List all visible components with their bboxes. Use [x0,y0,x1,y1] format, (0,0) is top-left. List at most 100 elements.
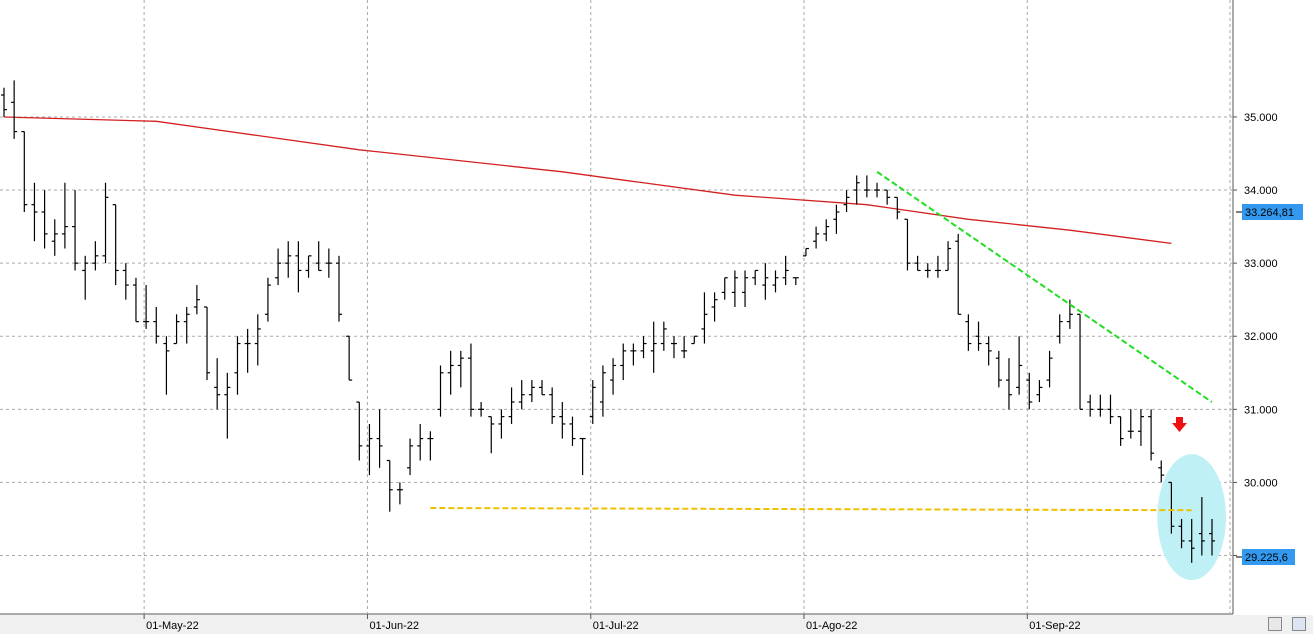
ohlc-bar [467,343,474,417]
chart-settings-icon[interactable] [1268,617,1282,631]
ohlc-bar [1026,372,1033,410]
ohlc-bar [782,255,789,286]
ohlc-bar [335,255,342,322]
ohlc-bar [528,380,535,403]
ohlc-bar [325,248,332,278]
ohlc-bar [975,321,982,351]
ohlc-bar [772,270,779,293]
ohlc-bar [620,343,627,381]
ohlc-bar [82,255,89,300]
ohlc-bar [579,437,586,476]
y-tick-label: 33.000 [1244,258,1278,270]
ohlc-bar [102,182,109,264]
ohlc-bar [51,219,58,256]
ohlc-bar [295,241,302,293]
ohlc-bar [72,190,79,271]
ohlc-bar [498,409,505,439]
ohlc-bar [396,482,403,505]
ohlc-bar [508,387,515,424]
ohlc-bar [721,277,728,300]
ohlc-bar [478,402,485,417]
ohlc-bar [1127,409,1134,439]
time-axis-labels: 01-May-22 01-Jun-22 01-Jul-22 01-Ago-22 01-S… [143,614,1081,632]
ohlc-bar [630,343,637,366]
highlight-layer [1157,454,1226,581]
ohlc-bar [955,233,962,315]
ohlc-bar [965,314,972,351]
ohlc-bar [1158,460,1165,483]
ohlc-bar [650,321,657,373]
ohlc-bar [1188,518,1195,563]
ohlc-bar [366,423,373,476]
ohlc-bar [437,365,444,417]
ohlc-bar [549,387,556,424]
ohlc-bar [742,270,749,307]
ohlc-bar [275,248,282,286]
ohlc-bar [1087,394,1094,417]
y-tick-label: 32.000 [1244,331,1278,343]
ohlc-bar [569,416,576,446]
ohlc-bar [660,321,667,351]
ohlc-bar [264,277,271,322]
drawn-lines [430,170,1213,512]
moving-average-layer [3,116,1172,245]
save-icon[interactable] [1292,617,1306,631]
ohlc-bar [985,336,992,366]
ohlc-bar [31,182,38,242]
price-axis-labels: 29.00030.00031.00032.00033.00034.00035.0… [1233,112,1278,563]
ohlc-bar [904,218,911,271]
moving-average-line [3,116,1172,245]
ohlc-bar [731,270,738,307]
ma-price-tag-text: 33.264,81 [1245,207,1294,219]
ohlc-bar [183,307,190,344]
ohlc-bar [153,307,160,344]
time-axis-strip [0,615,1313,634]
ohlc-bar [853,175,860,205]
ohlc-bar [488,416,495,454]
y-tick-label: 30.000 [1244,477,1278,489]
ohlc-bar [1178,518,1185,549]
ohlc-bar [874,182,881,198]
grid-lines [0,0,1233,614]
ohlc-bar [924,263,931,278]
ohlc-bar [427,431,434,461]
ohlc-bar [833,204,840,234]
ohlc-bar [945,241,952,272]
ohlc-bar [762,263,769,300]
x-tick-label: 01-May-22 [146,620,199,632]
ohlc-bar [305,255,312,278]
ohlc-bar [447,350,454,395]
ohlc-bar [1016,336,1023,395]
ohlc-bar [407,438,414,476]
ohlc-bar [1005,358,1012,410]
downtrend-line [876,170,1213,403]
ohlc-bar [518,380,525,410]
x-tick-label: 01-Jun-22 [369,620,419,632]
ohlc-bar [1046,350,1053,388]
ohlc-bar [21,130,28,212]
ohlc-bar [802,247,809,257]
ohlc-bar [1148,409,1155,461]
ohlc-bar [356,401,363,461]
ohlc-bar [122,263,129,300]
last-price-tag-text: 29.225,6 [1245,552,1288,564]
ohlc-bar [1036,380,1043,403]
ohlc-bar [41,190,48,249]
ohlc-bar [224,372,231,439]
ohlc-bar [1077,313,1084,410]
ohlc-bar [934,255,941,278]
x-tick-label: 01-Sep-22 [1029,620,1080,632]
ohlc-bar [792,277,799,286]
ohlc-bar [112,204,119,286]
ohlc-bar [204,306,211,381]
ohlc-bar [132,277,139,323]
ohlc-bar [254,314,261,366]
ohlc-bar [193,285,200,315]
y-tick-label: 31.000 [1244,404,1278,416]
ohlc-bar [701,292,708,344]
ohlc-bar [417,423,424,461]
ohlc-bar [670,336,677,359]
ohlc-bar [559,402,566,439]
ohlc-bar [92,241,99,271]
